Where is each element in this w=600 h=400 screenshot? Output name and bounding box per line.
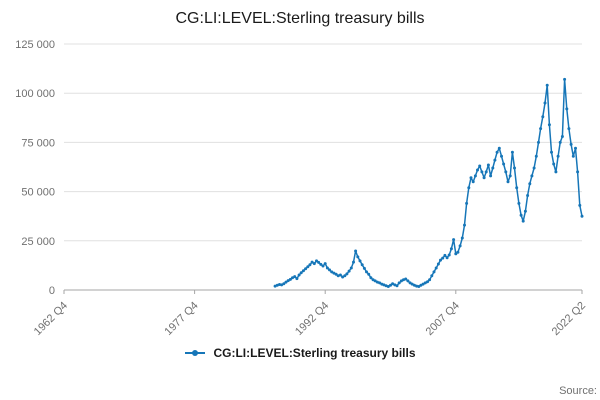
svg-text:1962 Q4: 1962 Q4 — [32, 300, 70, 338]
svg-text:100 000: 100 000 — [15, 88, 55, 100]
svg-text:50 000: 50 000 — [21, 187, 55, 199]
svg-text:1992 Q4: 1992 Q4 — [293, 300, 331, 338]
svg-text:25 000: 25 000 — [21, 236, 55, 248]
svg-text:125 000: 125 000 — [15, 39, 55, 51]
legend-item[interactable]: CG:LI:LEVEL:Sterling treasury bills — [0, 346, 600, 360]
legend-series-marker-icon — [185, 350, 206, 356]
chart-canvas[interactable]: 0 25 000 50 000 75 000 100 000 125 000 1962 Q4… — [0, 30, 600, 342]
svg-text:1977 Q4: 1977 Q4 — [162, 300, 200, 338]
svg-text:0: 0 — [49, 285, 55, 297]
svg-text:2022 Q2: 2022 Q2 — [550, 300, 588, 338]
legend-label: CG:LI:LEVEL:Sterling treasury bills — [213, 346, 416, 360]
svg-text:2007 Q4: 2007 Q4 — [424, 300, 462, 338]
svg-text:75 000: 75 000 — [21, 137, 55, 149]
source-label: Source: — [559, 385, 597, 397]
chart-title: CG:LI:LEVEL:Sterling treasury bills — [175, 10, 425, 27]
